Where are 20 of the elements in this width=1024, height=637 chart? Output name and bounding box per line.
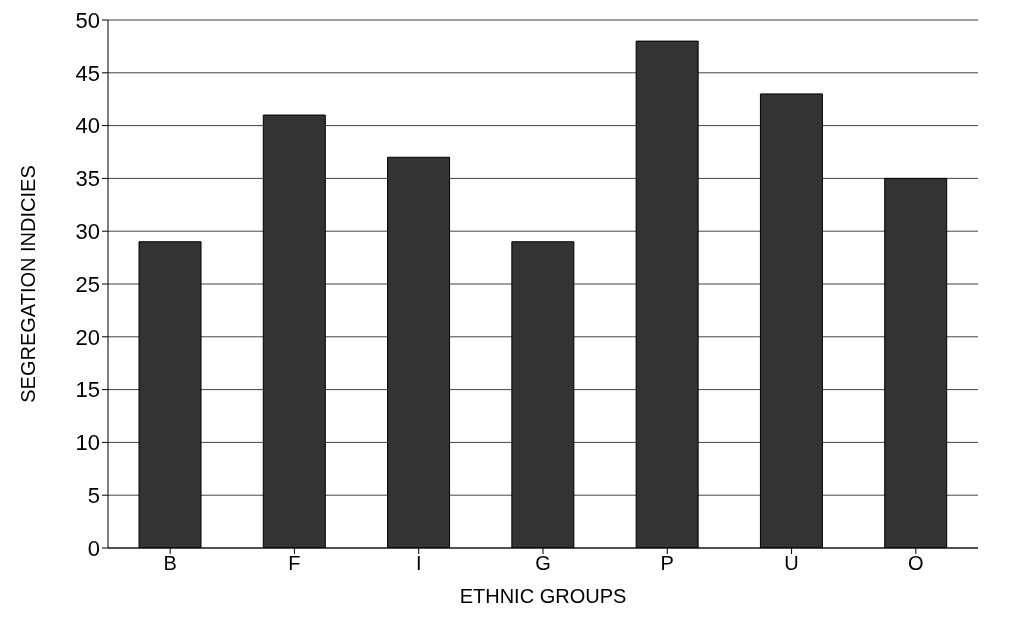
y-tick-label: 45 (75, 60, 100, 86)
y-axis-title: SEGREGATION INDICIES (17, 165, 40, 403)
y-tick-label: 20 (75, 324, 100, 350)
x-tick-label: G (535, 552, 551, 575)
x-tick-label: U (784, 552, 799, 575)
x-tick-label: I (415, 552, 422, 575)
x-tick-label: F (288, 552, 301, 575)
y-tick-label: 50 (75, 7, 100, 33)
x-tick-label: P (660, 552, 674, 575)
y-tick-label: 40 (75, 113, 100, 139)
y-tick-label: 35 (75, 166, 100, 192)
y-tick-label: 0 (87, 535, 100, 561)
y-tick-label: 15 (75, 377, 100, 403)
x-tick-label: B (163, 552, 177, 575)
y-tick-label: 30 (75, 219, 100, 245)
y-tick-label: 25 (75, 271, 100, 297)
y-tick-label: 5 (87, 483, 100, 509)
x-axis-title: ETHNIC GROUPS (459, 585, 627, 607)
y-tick-label: 10 (75, 430, 100, 456)
x-tick-label: O (908, 552, 924, 575)
